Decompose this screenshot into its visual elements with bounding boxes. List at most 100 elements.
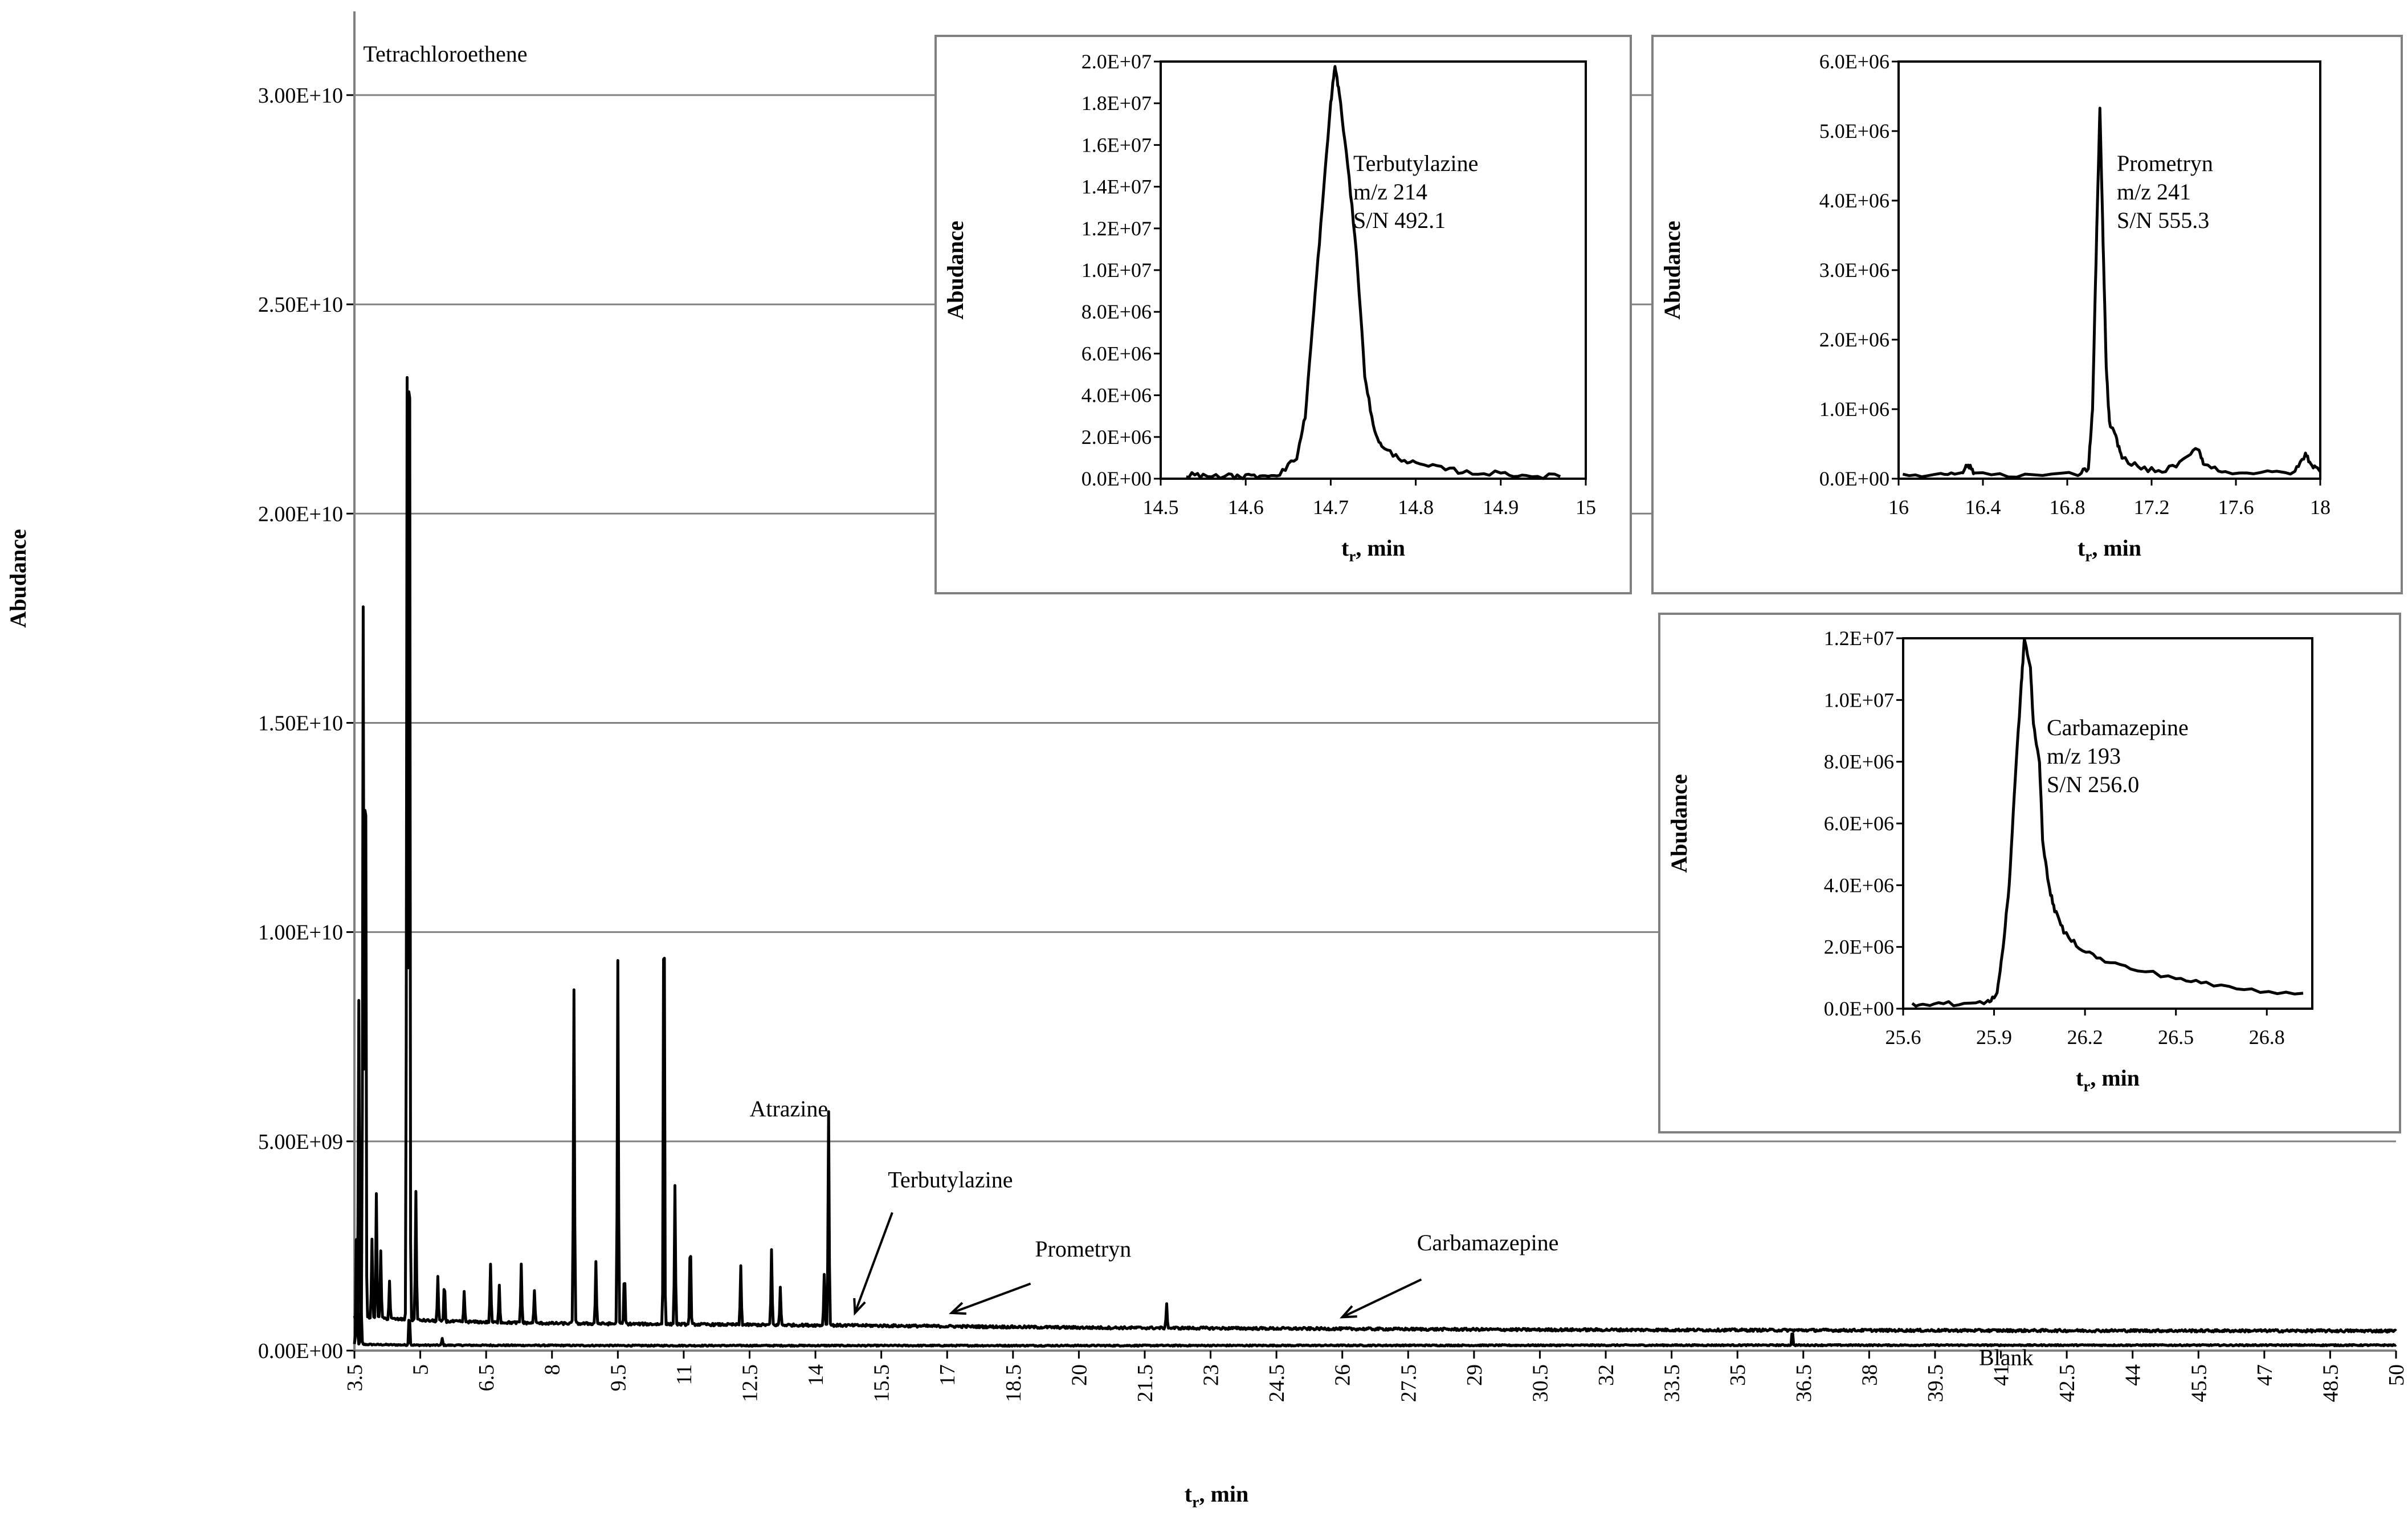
annotation-tetrachloroethene: Tetrachloroethene bbox=[363, 41, 527, 67]
main-x-tick-label: 42.5 bbox=[2055, 1364, 2079, 1402]
inset-y-tick-label: 8.0E+06 bbox=[1824, 751, 1894, 773]
inset-x-tick-label: 16.8 bbox=[2050, 496, 2085, 519]
inset-y-tick-label: 4.0E+06 bbox=[1824, 874, 1894, 896]
inset-y-tick-label: 1.0E+07 bbox=[1081, 259, 1152, 282]
annotation-arrowhead bbox=[853, 1298, 866, 1316]
inset-x-tick-label: 14.9 bbox=[1483, 496, 1519, 519]
main-x-tick-label: 18.5 bbox=[1002, 1364, 1026, 1402]
main-y-tick-label: 2.00E+10 bbox=[258, 502, 343, 526]
inset-annotation-line: Prometryn bbox=[2117, 150, 2213, 176]
main-x-tick-label: 20 bbox=[1067, 1364, 1091, 1386]
inset-y-tick-label: 0.0E+00 bbox=[1819, 467, 1889, 490]
inset-trace bbox=[1911, 637, 2304, 1008]
inset-y-tick-label: 1.4E+07 bbox=[1081, 176, 1152, 198]
main-y-tick-label: 1.50E+10 bbox=[258, 711, 343, 735]
inset-x-axis-title: tr, min bbox=[2078, 535, 2141, 565]
inset-y-axis-title: Abudance bbox=[942, 221, 968, 319]
inset-trace bbox=[1186, 65, 1561, 480]
annotation-carbamazepine: Carbamazepine bbox=[1417, 1230, 1559, 1255]
main-x-tick-label: 8 bbox=[541, 1364, 565, 1375]
main-x-tick-label: 32 bbox=[1594, 1364, 1618, 1386]
inset-trace bbox=[1902, 107, 2322, 479]
inset-box bbox=[1651, 35, 2403, 594]
inset-y-tick-label: 1.2E+07 bbox=[1081, 217, 1152, 240]
inset-y-axis-title: Abudance bbox=[1666, 774, 1692, 872]
inset-annotation-line: m/z 193 bbox=[2047, 743, 2121, 769]
main-y-axis-title: Abudance bbox=[5, 529, 31, 627]
main-x-axis-title: tr, min bbox=[1185, 1481, 1248, 1511]
inset-y-tick-label: 3.0E+06 bbox=[1819, 259, 1889, 282]
main-x-tick-label: 21.5 bbox=[1133, 1364, 1157, 1402]
inset-x-tick-label: 18 bbox=[2310, 496, 2331, 519]
inset-y-tick-label: 2.0E+06 bbox=[1081, 426, 1152, 448]
inset-y-tick-label: 4.0E+06 bbox=[1081, 384, 1152, 407]
inset-y-axis-title: Abudance bbox=[1659, 221, 1685, 319]
blank-trace bbox=[353, 1238, 2397, 1348]
main-x-tick-label: 5 bbox=[409, 1364, 433, 1375]
inset-y-tick-label: 1.2E+07 bbox=[1824, 627, 1894, 650]
inset-y-tick-label: 2.0E+07 bbox=[1081, 50, 1152, 73]
inset-annotation-line: S/N 555.3 bbox=[2117, 207, 2209, 233]
annotation-terbutylazine: Terbutylazine bbox=[888, 1167, 1013, 1193]
main-x-tick-label: 11 bbox=[672, 1364, 696, 1385]
main-x-tick-label: 23 bbox=[1199, 1364, 1223, 1386]
main-y-tick-label: 2.50E+10 bbox=[258, 293, 343, 317]
inset-x-tick-label: 26.2 bbox=[2067, 1026, 2103, 1049]
inset-annotation-line: Terbutylazine bbox=[1353, 150, 1478, 176]
main-x-tick-label: 12.5 bbox=[738, 1364, 762, 1402]
inset-annotation-line: S/N 256.0 bbox=[2047, 772, 2139, 797]
main-x-tick-label: 41 bbox=[1990, 1364, 2014, 1386]
inset-terbutylazine: 0.0E+00 2.0E+06 4.0E+06 6.0E+06 8.0E+06 1.0E+… bbox=[934, 35, 1632, 594]
main-x-tick-label: 15.5 bbox=[870, 1364, 894, 1402]
main-x-tick-label: 38 bbox=[1858, 1364, 1881, 1386]
inset-y-tick-label: 5.0E+06 bbox=[1819, 120, 1889, 142]
main-x-tick-label: 29 bbox=[1463, 1364, 1487, 1386]
inset-x-tick-label: 14.5 bbox=[1143, 496, 1179, 519]
inset-y-tick-label: 8.0E+06 bbox=[1081, 300, 1152, 323]
main-x-tick-label: 26 bbox=[1331, 1364, 1355, 1386]
main-x-tick-label: 6.5 bbox=[475, 1364, 499, 1392]
main-x-tick-label: 24.5 bbox=[1265, 1364, 1289, 1402]
main-y-tick-label: 0.00E+00 bbox=[258, 1339, 343, 1363]
inset-x-tick-label: 25.9 bbox=[1976, 1026, 2012, 1049]
inset-x-axis-title: tr, min bbox=[1341, 535, 1405, 565]
inset-x-tick-label: 25.6 bbox=[1885, 1026, 1921, 1049]
main-y-tick-label: 3.00E+10 bbox=[258, 84, 343, 108]
inset-y-tick-label: 2.0E+06 bbox=[1824, 936, 1894, 959]
inset-x-tick-label: 15 bbox=[1576, 496, 1596, 519]
annotation-blank: Blank bbox=[1979, 1345, 2034, 1371]
inset-annotation-line: Carbamazepine bbox=[2047, 715, 2189, 740]
main-x-tick-label: 39.5 bbox=[1924, 1364, 1948, 1402]
inset-x-tick-label: 26.8 bbox=[2249, 1026, 2285, 1049]
annotation-arrowhead bbox=[949, 1302, 966, 1315]
main-x-tick-label: 48.5 bbox=[2319, 1364, 2342, 1402]
inset-x-tick-label: 17.2 bbox=[2134, 496, 2170, 519]
main-y-tick-label: 1.00E+10 bbox=[258, 921, 343, 945]
annotation-arrow bbox=[1341, 1278, 1422, 1319]
inset-x-tick-label: 14.7 bbox=[1313, 496, 1349, 519]
sample-trace bbox=[353, 376, 2397, 1334]
inset-x-tick-label: 16.4 bbox=[1965, 496, 2001, 519]
inset-box bbox=[1658, 613, 2401, 1133]
inset-annotation-line: m/z 214 bbox=[1353, 179, 1427, 205]
annotation-arrowhead bbox=[1340, 1305, 1357, 1319]
inset-y-tick-label: 6.0E+06 bbox=[1819, 50, 1889, 73]
inset-x-tick-label: 17.6 bbox=[2218, 496, 2254, 519]
inset-carbamazepine: 0.0E+00 2.0E+06 4.0E+06 6.0E+06 8.0E+06 1.0E+… bbox=[1658, 613, 2401, 1133]
main-x-tick-label: 30.5 bbox=[1528, 1364, 1552, 1402]
inset-annotation-line: S/N 492.1 bbox=[1353, 207, 1446, 233]
main-x-tick-label: 14 bbox=[804, 1364, 828, 1386]
inset-prometryn: 0.0E+00 1.0E+06 2.0E+06 3.0E+06 4.0E+06 5.0E+… bbox=[1651, 35, 2403, 594]
inset-box bbox=[934, 35, 1632, 594]
annotation-arrow bbox=[854, 1212, 893, 1314]
inset-y-tick-label: 0.0E+00 bbox=[1824, 997, 1894, 1020]
inset-y-tick-label: 4.0E+06 bbox=[1819, 189, 1889, 212]
inset-x-tick-label: 16 bbox=[1888, 496, 1909, 519]
main-x-tick-label: 27.5 bbox=[1397, 1364, 1421, 1402]
annotation-prometryn: Prometryn bbox=[1035, 1236, 1131, 1262]
annotation-atrazine: Atrazine bbox=[749, 1096, 828, 1122]
inset-x-tick-label: 14.8 bbox=[1398, 496, 1434, 519]
main-x-tick-label: 3.5 bbox=[343, 1364, 367, 1392]
inset-annotation-line: m/z 241 bbox=[2117, 179, 2191, 205]
